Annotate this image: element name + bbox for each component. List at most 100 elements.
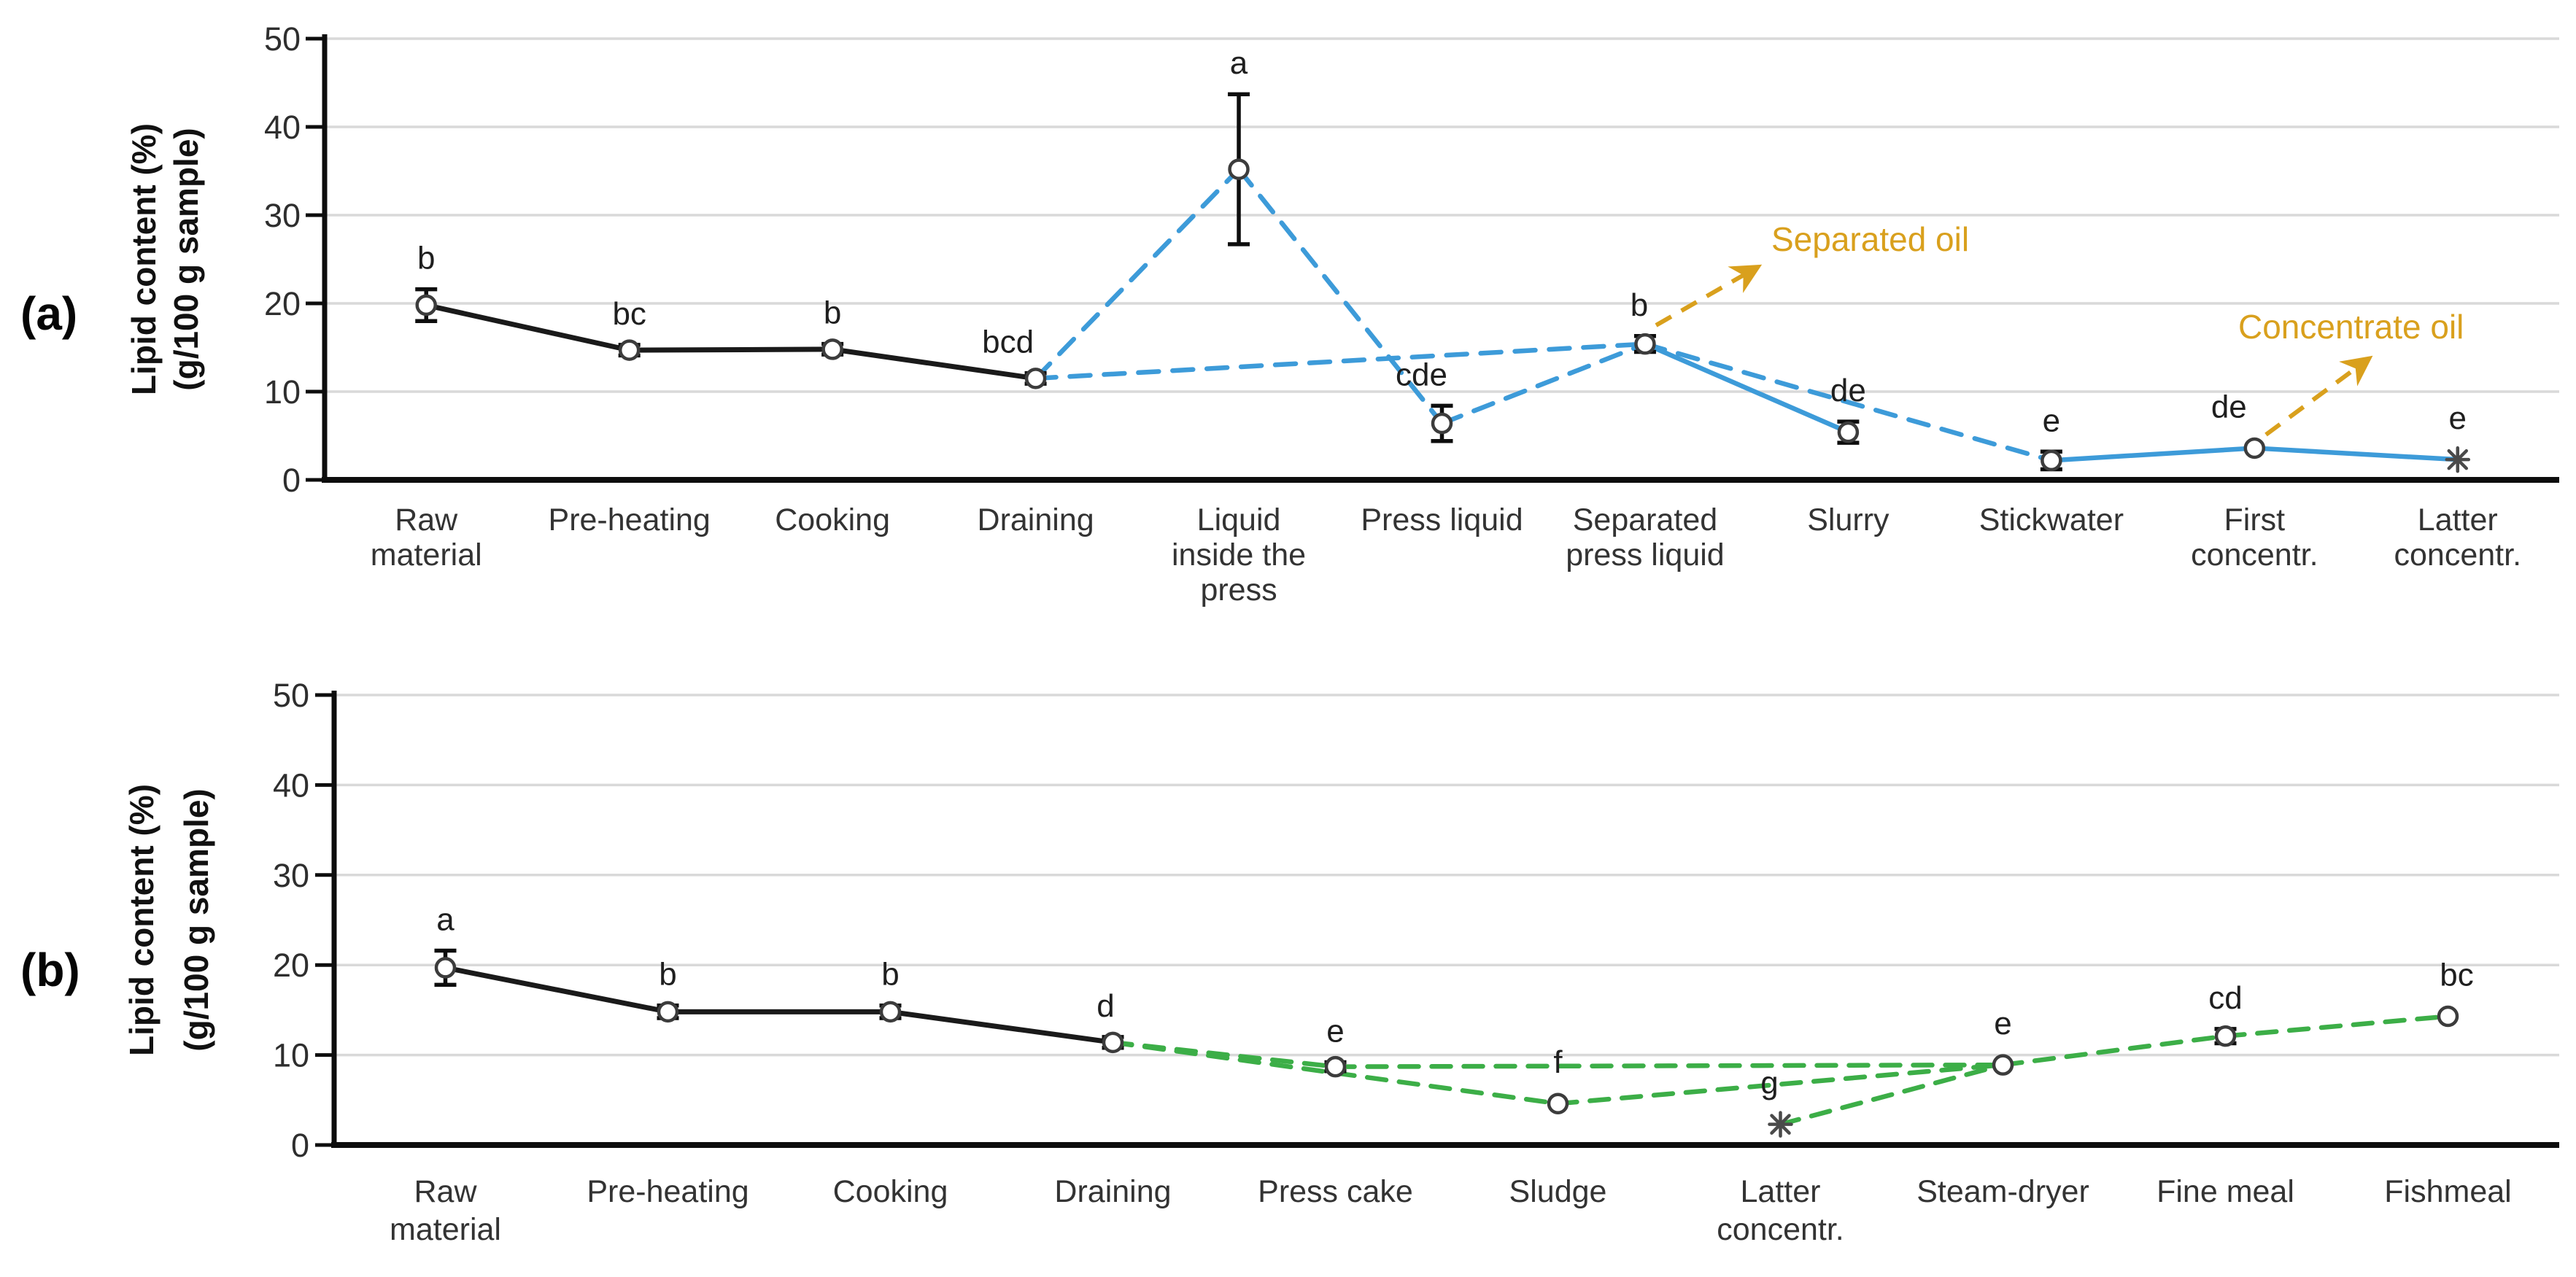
y-tick-label: 30	[273, 857, 309, 894]
significance-letter: bc	[612, 296, 646, 332]
significance-letter: a	[436, 901, 455, 937]
circle-marker	[2041, 449, 2062, 472]
significance-letter: cd	[2208, 980, 2242, 1016]
circle-marker	[821, 338, 843, 360]
x-category-label: concentr.	[2394, 537, 2522, 572]
y-tick-label: 40	[273, 766, 309, 804]
series-segment-blue-solid	[2049, 446, 2257, 463]
significance-letter: cde	[1396, 357, 1447, 392]
circle-marker	[2243, 437, 2266, 459]
x-category-label: Steam-dryer	[1916, 1174, 2089, 1209]
panel-label: (b)	[20, 944, 80, 996]
circle-marker	[1837, 421, 1860, 443]
significance-letter: de	[2211, 389, 2247, 424]
significance-letter: e	[1326, 1013, 1344, 1049]
x-category-label: Raw	[414, 1174, 477, 1209]
x-category-label: press	[1200, 572, 1277, 608]
significance-letter: b	[417, 241, 435, 276]
series-segment-green-dashed	[1555, 1062, 2006, 1106]
circle-marker	[1102, 1031, 1124, 1054]
significance-letter: a	[1230, 45, 1248, 81]
significance-letter: b	[824, 295, 841, 331]
significance-letter: de	[1830, 373, 1866, 408]
annotation-arrow	[1655, 264, 1763, 327]
x-category-label: Stickwater	[1979, 502, 2124, 537]
y-axis-title: Lipid content (%)	[123, 784, 160, 1056]
circle-marker	[415, 294, 437, 317]
asterisk-marker	[1768, 1111, 1793, 1138]
series-segment-blue-dashed	[1439, 341, 1648, 426]
x-category-label: Latter	[2418, 502, 2498, 537]
series-segment-blue-dashed	[1642, 341, 2054, 463]
x-category-label: concentr.	[1717, 1212, 1844, 1247]
significance-letter: e	[2449, 400, 2467, 436]
y-axis-title: (g/100 g sample)	[167, 128, 205, 390]
x-category-label: material	[371, 537, 482, 572]
y-tick-label: 0	[282, 462, 301, 499]
x-category-label: concentr.	[2191, 537, 2318, 572]
y-tick-label: 50	[273, 677, 309, 714]
circle-marker	[2437, 1005, 2459, 1028]
x-category-label: material	[390, 1212, 501, 1247]
circle-marker	[618, 339, 641, 361]
series-segment-black-solid	[627, 346, 835, 353]
y-axis-title: (g/100 g sample)	[177, 788, 215, 1051]
significance-letter: d	[1096, 988, 1114, 1024]
panel-a: 0 10 20 30 40 50 b bc b bcd a cde b de e de e Rawmaterial…	[20, 20, 2559, 608]
significance-letter: b	[659, 957, 676, 993]
y-axis-title: Lipid content (%)	[125, 123, 163, 395]
significance-letter: bc	[2440, 958, 2473, 993]
x-category-label: Fishmeal	[2384, 1174, 2511, 1209]
series-segment-green-dashed	[1778, 1062, 2006, 1127]
series-segment-black-solid	[443, 965, 670, 1014]
y-tick-label: 50	[264, 20, 301, 58]
circle-marker	[657, 1001, 679, 1023]
y-tick-label: 20	[264, 285, 301, 322]
circle-marker	[1024, 368, 1047, 389]
x-category-label: Press cake	[1258, 1174, 1413, 1209]
series-segment-blue-dashed	[1033, 341, 1648, 381]
x-category-label: Liquid	[1197, 502, 1281, 537]
series-segment-black-solid	[423, 302, 633, 353]
y-tick-label: 40	[264, 109, 301, 146]
y-tick-label: 10	[264, 373, 301, 411]
series-segment-blue-dashed	[1236, 166, 1444, 426]
asterisk-marker	[2445, 446, 2471, 473]
series-segment-blue-solid	[2252, 446, 2461, 462]
circle-marker	[1324, 1055, 1347, 1078]
series-segment-green-dashed	[2223, 1014, 2451, 1039]
series-segment-green-dashed	[1333, 1062, 2006, 1069]
significance-letter: e	[2043, 403, 2060, 438]
annotation-label: Separated oil	[1771, 220, 1969, 258]
x-category-label: Cooking	[833, 1174, 948, 1209]
significance-letter: b	[1631, 287, 1648, 323]
y-tick-label: 10	[273, 1037, 309, 1074]
significance-letter: b	[881, 957, 899, 993]
series-segment-blue-solid	[1642, 341, 1851, 435]
x-category-label: inside the	[1172, 537, 1306, 572]
x-category-label: Fine meal	[2157, 1174, 2294, 1209]
circle-marker	[1992, 1054, 2014, 1076]
significance-letter: e	[1994, 1006, 2011, 1041]
panel-label: (a)	[20, 287, 77, 340]
y-tick-label: 20	[273, 947, 309, 984]
significance-letter: bcd	[982, 325, 1034, 360]
x-category-label: Slurry	[1807, 502, 1890, 537]
circle-marker	[2214, 1025, 2237, 1047]
circle-marker	[434, 957, 457, 979]
x-category-label: Draining	[978, 502, 1094, 537]
y-tick-label: 30	[264, 197, 301, 234]
significance-letter: f	[1553, 1044, 1563, 1080]
x-category-label: Raw	[395, 502, 458, 537]
x-category-label: Pre-heating	[587, 1174, 749, 1209]
circle-marker	[879, 1001, 902, 1023]
series-segment-black-solid	[829, 346, 1039, 381]
series-segment-green-dashed	[2000, 1033, 2228, 1068]
series-segment-blue-dashed	[1033, 166, 1242, 381]
y-tick-label: 0	[291, 1127, 309, 1164]
circle-marker	[1228, 158, 1250, 180]
x-category-label: Pre-heating	[549, 502, 711, 537]
x-category-label: Cooking	[775, 502, 890, 537]
